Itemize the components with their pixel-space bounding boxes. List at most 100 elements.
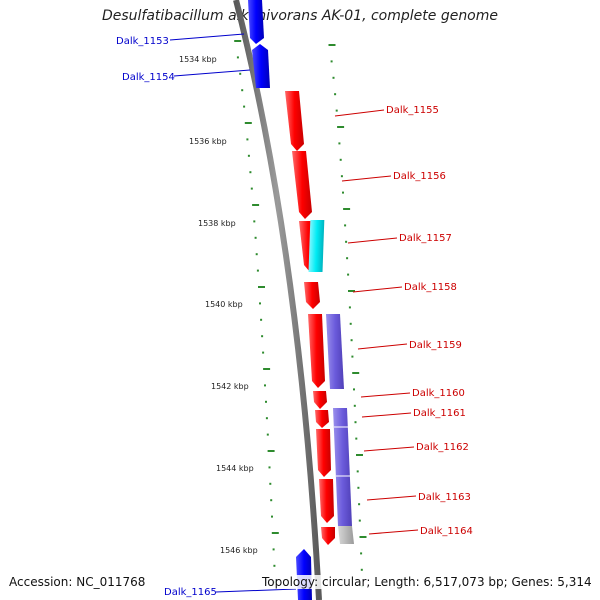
leader-Dalk_1163: [366, 495, 417, 501]
gene-label-Dalk_1156[interactable]: Dalk_1156: [393, 171, 446, 182]
track-dot: [268, 466, 271, 469]
track-dot: [334, 93, 337, 96]
scale-tick: [263, 368, 271, 370]
leader-Dalk_1154: [173, 69, 251, 77]
scale-tick: [258, 286, 265, 288]
gene-label-Dalk_1160[interactable]: Dalk_1160: [412, 388, 465, 399]
track-dot: [354, 421, 357, 424]
track-dot: [360, 552, 363, 555]
track-dot: [241, 89, 244, 92]
track-dot: [358, 519, 361, 522]
track-dot: [253, 220, 256, 223]
leader-Dalk_1165: [215, 588, 297, 593]
left-dot-track: [234, 40, 279, 584]
track-dot: [262, 351, 265, 354]
gene-Dalk_1164[interactable]: [321, 527, 335, 545]
gene-label-Dalk_1157[interactable]: Dalk_1157: [399, 233, 452, 244]
gene-Dalk_1155[interactable]: [285, 91, 304, 151]
track-dot: [356, 470, 359, 473]
track-dot: [272, 548, 275, 551]
gene-labels: Dalk_1153 Dalk_1154 Dalk_1155 Dalk_1156 …: [116, 36, 473, 598]
scale-label-1546: 1546 kbp: [220, 546, 258, 555]
track-dot: [261, 335, 264, 338]
track-dot: [264, 384, 266, 387]
track-dot: [236, 56, 239, 59]
scale-label-1540: 1540 kbp: [205, 300, 243, 309]
gene-Dalk_1162[interactable]: [316, 429, 331, 477]
leader-Dalk_1159: [357, 343, 408, 350]
track-dot: [265, 417, 268, 420]
scale-tick: [244, 122, 252, 124]
gene-label-Dalk_1164[interactable]: Dalk_1164: [420, 526, 473, 537]
feature-purple-1: [326, 314, 344, 389]
track-dot: [273, 564, 276, 567]
gene-Dalk_1159[interactable]: [308, 314, 325, 388]
scale-tick: [328, 44, 336, 46]
scale-tick: [343, 208, 351, 210]
gene-label-Dalk_1162[interactable]: Dalk_1162: [416, 442, 469, 453]
scale-labels: 1534 kbp 1536 kbp 1538 kbp 1540 kbp 1542…: [179, 55, 258, 555]
gene-Dalk_1156[interactable]: [292, 151, 312, 219]
gene-label-Dalk_1155[interactable]: Dalk_1155: [386, 105, 439, 116]
track-dot: [335, 109, 338, 112]
track-dot: [239, 72, 242, 75]
scale-label-1534: 1534 kbp: [179, 55, 217, 64]
scale-tick: [352, 372, 360, 374]
right-dot-track: [328, 44, 367, 588]
gene-Dalk_1160[interactable]: [313, 391, 327, 409]
track-dot: [353, 388, 355, 391]
track-dot: [353, 404, 356, 407]
scale-tick: [267, 450, 275, 452]
track-dot: [249, 171, 252, 174]
gene-label-Dalk_1165[interactable]: Dalk_1165: [164, 587, 217, 598]
label-leaders: [169, 33, 419, 593]
gene-label-Dalk_1161[interactable]: Dalk_1161: [413, 408, 466, 419]
leader-Dalk_1162: [363, 446, 415, 452]
gene-label-Dalk_1158[interactable]: Dalk_1158: [404, 282, 457, 293]
gene-Dalk_1161[interactable]: [315, 410, 329, 428]
track-dot: [332, 76, 335, 79]
scale-label-1538: 1538 kbp: [198, 219, 236, 228]
track-dot: [269, 482, 272, 485]
track-dot: [271, 515, 273, 518]
track-dot: [255, 253, 258, 256]
feature-grey: [338, 526, 354, 544]
scale-tick: [359, 536, 367, 538]
accession-text: Accession: NC_011768: [9, 575, 148, 589]
track-dot: [348, 306, 351, 309]
feature-purple-2: [333, 408, 352, 526]
feature-cyan: [308, 220, 325, 272]
scale-label-1544: 1544 kbp: [216, 464, 254, 473]
track-dot: [250, 187, 253, 190]
gene-Dalk_1163[interactable]: [319, 479, 334, 523]
track-dot: [256, 269, 259, 272]
track-dot: [330, 60, 333, 63]
gene-label-Dalk_1159[interactable]: Dalk_1159: [409, 340, 462, 351]
genome-backbone: [233, 0, 322, 600]
leader-Dalk_1156: [341, 175, 392, 182]
title: Desulfatibacillum alkenivorans AK-01, co…: [101, 8, 499, 24]
gene-label-Dalk_1154[interactable]: Dalk_1154: [122, 72, 175, 83]
track-dot: [270, 499, 273, 502]
gene-Dalk_1153[interactable]: [248, 0, 264, 44]
track-dot: [345, 240, 348, 243]
track-dot: [342, 191, 344, 194]
gene-Dalk_1158[interactable]: [304, 282, 320, 309]
scale-tick: [348, 290, 355, 292]
track-dot: [246, 138, 249, 141]
track-dot: [266, 433, 269, 436]
track-dot: [357, 486, 360, 489]
scale-tick: [337, 126, 345, 128]
track-dot: [259, 302, 261, 305]
track-dot: [254, 236, 257, 239]
track-dot: [339, 158, 342, 161]
gene-label-Dalk_1153[interactable]: Dalk_1153: [116, 36, 169, 47]
track-dot: [247, 154, 250, 157]
track-dot: [358, 503, 361, 506]
gene-label-Dalk_1163[interactable]: Dalk_1163: [418, 492, 471, 503]
track-dot: [350, 339, 353, 342]
gene-Dalk_1154[interactable]: [252, 44, 270, 88]
leader-Dalk_1164: [368, 529, 419, 535]
leader-Dalk_1158: [352, 286, 403, 293]
